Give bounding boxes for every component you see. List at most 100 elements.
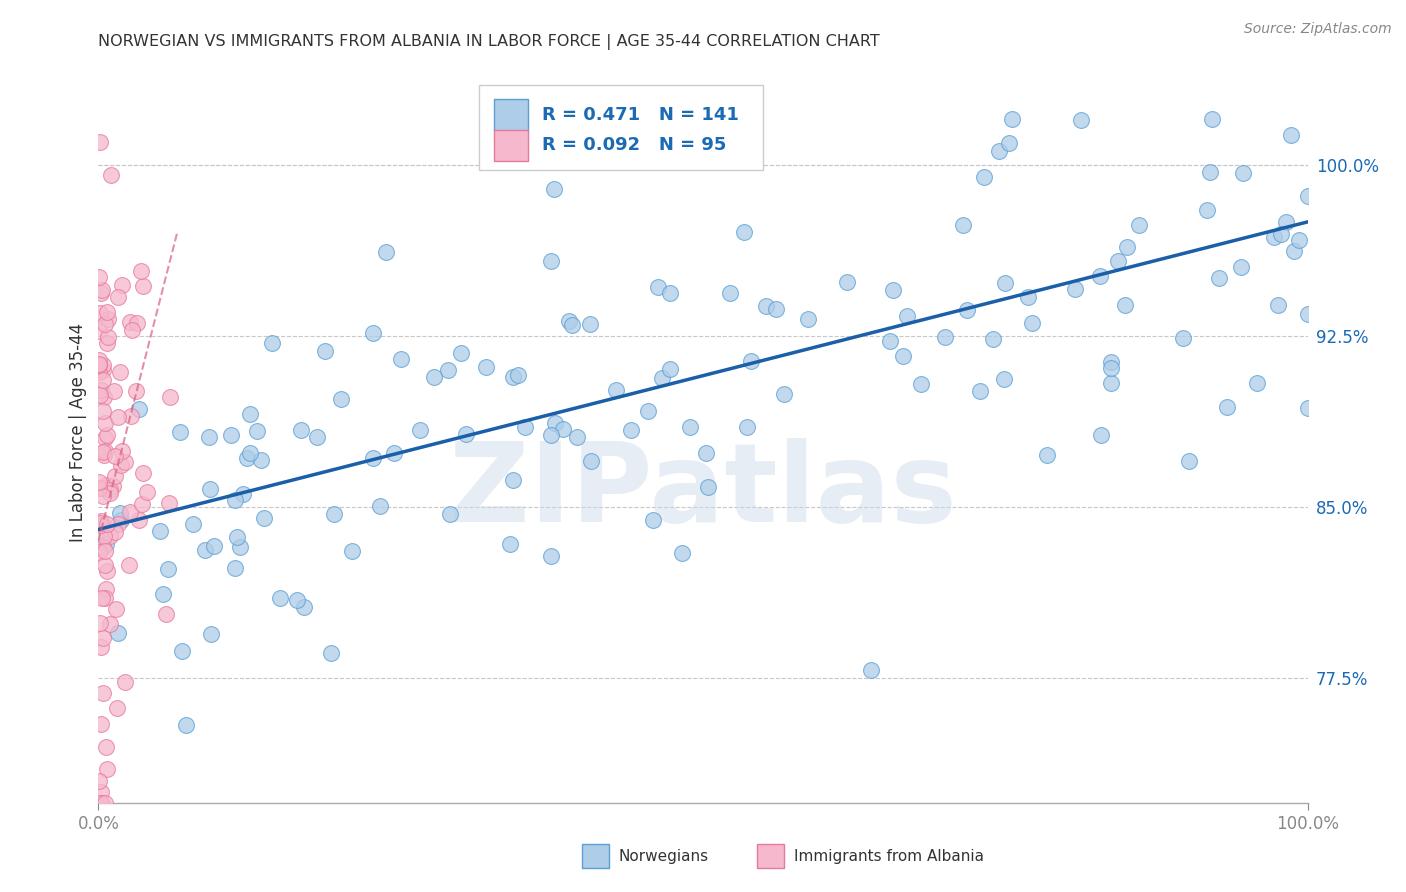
Point	[104, 524, 127, 539]
Point	[439, 508, 461, 522]
Point	[860, 663, 883, 677]
Point	[91, 445, 114, 459]
Point	[579, 454, 602, 468]
Point	[96, 516, 118, 531]
Point	[129, 264, 152, 278]
Point	[718, 285, 741, 300]
Point	[110, 458, 132, 472]
Point	[91, 283, 114, 297]
Point	[1208, 271, 1230, 285]
Point	[1017, 290, 1039, 304]
Point	[219, 427, 242, 442]
Point	[114, 455, 136, 469]
Point	[239, 407, 262, 421]
Point	[94, 431, 117, 445]
Point	[89, 366, 111, 380]
Point	[93, 528, 115, 542]
Point	[1116, 240, 1139, 254]
Point	[98, 617, 121, 632]
Point	[152, 587, 174, 601]
Point	[114, 674, 136, 689]
Point	[90, 640, 112, 654]
Point	[647, 279, 669, 293]
Point	[89, 516, 111, 530]
Point	[450, 345, 472, 359]
Point	[773, 386, 796, 401]
Point	[91, 489, 114, 503]
Point	[292, 600, 315, 615]
Point	[94, 796, 117, 810]
Point	[543, 182, 565, 196]
Point	[835, 275, 858, 289]
Point	[1267, 298, 1289, 312]
Point	[198, 430, 221, 444]
Point	[91, 540, 114, 554]
Point	[1099, 355, 1122, 369]
Point	[157, 562, 180, 576]
Point	[1230, 260, 1253, 274]
Point	[737, 420, 759, 434]
Point	[896, 310, 918, 324]
Point	[1246, 376, 1268, 390]
Point	[224, 492, 246, 507]
Point	[1263, 229, 1285, 244]
Point	[94, 582, 117, 596]
Point	[96, 305, 118, 319]
Point	[104, 469, 127, 483]
Point	[107, 290, 129, 304]
Point	[643, 513, 665, 527]
Point	[678, 420, 700, 434]
Point	[91, 404, 114, 418]
Point	[382, 446, 405, 460]
Bar	[582, 844, 609, 868]
Point	[658, 362, 681, 376]
Point	[96, 739, 118, 754]
Text: Source: ZipAtlas.com: Source: ZipAtlas.com	[1244, 22, 1392, 37]
Point	[229, 541, 252, 555]
Point	[499, 537, 522, 551]
Text: NORWEGIAN VS IMMIGRANTS FROM ALBANIA IN LABOR FORCE | AGE 35-44 CORRELATION CHAR: NORWEGIAN VS IMMIGRANTS FROM ALBANIA IN …	[98, 34, 880, 50]
Point	[89, 773, 111, 788]
Point	[90, 717, 112, 731]
Point	[94, 477, 117, 491]
Point	[91, 359, 114, 373]
Point	[89, 388, 111, 402]
Point	[224, 561, 246, 575]
Point	[1070, 112, 1092, 127]
Point	[1099, 376, 1122, 391]
Point	[91, 481, 114, 495]
Point	[1275, 215, 1298, 229]
Point	[128, 513, 150, 527]
Point	[1216, 400, 1239, 414]
Point	[389, 351, 412, 366]
Point	[540, 253, 562, 268]
Point	[1296, 307, 1319, 321]
Point	[169, 425, 191, 439]
Point	[1090, 428, 1112, 442]
Point	[200, 627, 222, 641]
Point	[107, 516, 129, 531]
Bar	[758, 844, 785, 868]
Point	[374, 244, 396, 259]
Point	[456, 427, 478, 442]
Point	[110, 513, 132, 527]
Point	[89, 324, 111, 338]
Point	[89, 306, 111, 320]
Point	[540, 428, 562, 442]
Point	[90, 785, 112, 799]
Point	[128, 401, 150, 416]
Point	[1198, 165, 1220, 179]
Point	[1296, 401, 1319, 416]
Point	[579, 318, 602, 332]
Point	[89, 615, 111, 630]
Point	[89, 475, 111, 490]
Point	[307, 430, 329, 444]
Point	[314, 343, 336, 358]
Point	[246, 424, 269, 438]
Point	[91, 591, 114, 606]
Point	[87, 269, 110, 284]
Point	[765, 301, 787, 316]
Point	[620, 423, 643, 437]
Point	[238, 446, 260, 460]
Point	[934, 330, 956, 344]
